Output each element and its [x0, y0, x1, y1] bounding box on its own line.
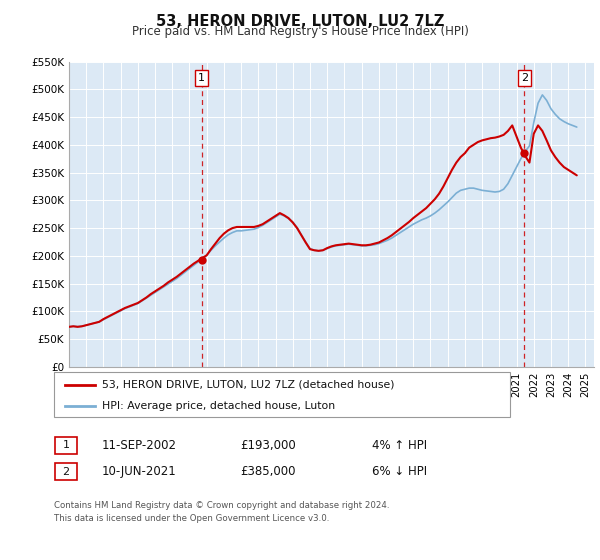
Text: £193,000: £193,000 [240, 438, 296, 452]
Text: 2: 2 [521, 73, 528, 83]
FancyBboxPatch shape [55, 463, 77, 480]
Text: 53, HERON DRIVE, LUTON, LU2 7LZ (detached house): 53, HERON DRIVE, LUTON, LU2 7LZ (detache… [102, 380, 394, 390]
Text: 11-SEP-2002: 11-SEP-2002 [102, 438, 177, 452]
Text: 1: 1 [198, 73, 205, 83]
Text: 2: 2 [62, 466, 70, 477]
Text: 53, HERON DRIVE, LUTON, LU2 7LZ: 53, HERON DRIVE, LUTON, LU2 7LZ [156, 14, 444, 29]
FancyBboxPatch shape [54, 372, 510, 417]
Text: £385,000: £385,000 [240, 465, 296, 478]
Text: 4% ↑ HPI: 4% ↑ HPI [372, 438, 427, 452]
Text: HPI: Average price, detached house, Luton: HPI: Average price, detached house, Luto… [102, 401, 335, 411]
Text: 10-JUN-2021: 10-JUN-2021 [102, 465, 177, 478]
FancyBboxPatch shape [55, 437, 77, 454]
Text: 1: 1 [62, 440, 70, 450]
Text: 6% ↓ HPI: 6% ↓ HPI [372, 465, 427, 478]
Text: Contains HM Land Registry data © Crown copyright and database right 2024.
This d: Contains HM Land Registry data © Crown c… [54, 501, 389, 522]
Text: Price paid vs. HM Land Registry's House Price Index (HPI): Price paid vs. HM Land Registry's House … [131, 25, 469, 38]
